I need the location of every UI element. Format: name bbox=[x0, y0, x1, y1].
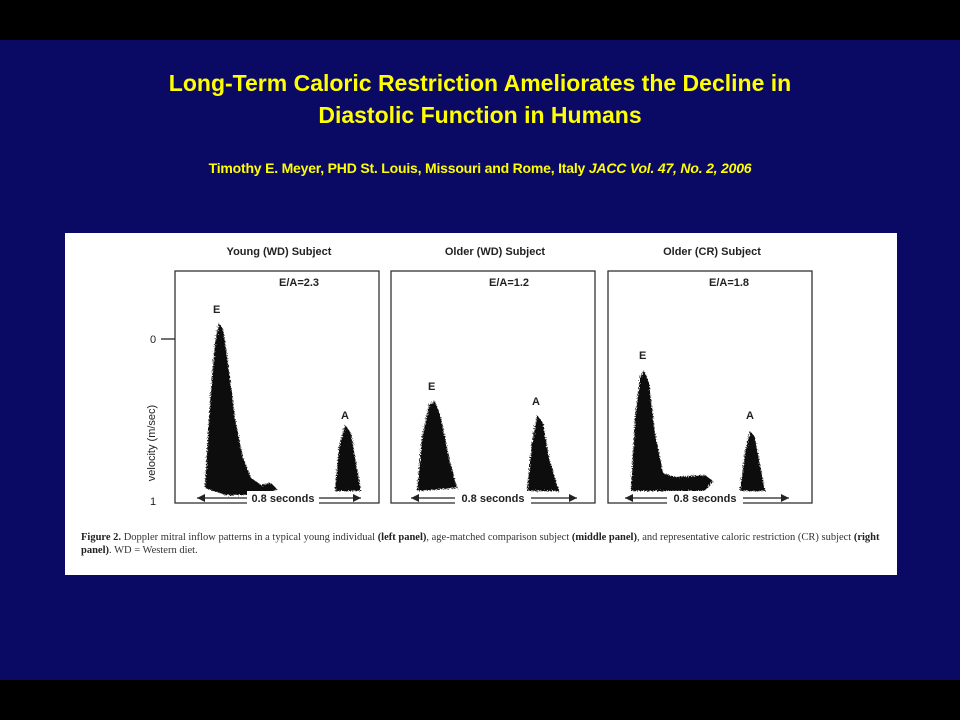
panel-1-e-wave bbox=[205, 323, 277, 495]
doppler-figure: velocity (m/sec) 0 1 Young (WD) Subject … bbox=[146, 246, 813, 508]
figure-caption: Figure 2. Doppler mitral inflow patterns… bbox=[81, 531, 881, 557]
panel-older-wd: Older (WD) Subject E/A=1.2 E A 0.8 secon… bbox=[390, 246, 596, 505]
caption-figure-label: Figure 2. bbox=[81, 532, 122, 543]
panel-2-a-wave bbox=[527, 415, 559, 491]
panel-2-arrow-right bbox=[569, 494, 577, 502]
y-tick-1: 0 bbox=[150, 334, 156, 346]
caption-part-3: , and representative caloric restriction… bbox=[636, 532, 854, 543]
panel-1-title: Young (WD) Subject bbox=[227, 246, 332, 258]
panel-2-title: Older (WD) Subject bbox=[445, 246, 546, 258]
caption-part-2: , age-matched comparison subject bbox=[426, 532, 572, 543]
caption-part-4: . WD = Western diet. bbox=[109, 545, 198, 556]
caption-part-1: Doppler mitral inflow patterns in a typi… bbox=[121, 532, 378, 543]
panel-1-duration: 0.8 seconds bbox=[252, 493, 315, 505]
panel-1-e-label: E bbox=[213, 304, 220, 316]
panel-older-cr: Older (CR) Subject E/A=1.8 E A 0.8 secon… bbox=[607, 246, 813, 505]
panel-3-arrow-right bbox=[781, 494, 789, 502]
panel-2-duration: 0.8 seconds bbox=[462, 493, 525, 505]
panel-3-e-wave bbox=[631, 370, 713, 491]
slide-title-line-2: Diastolic Function in Humans bbox=[318, 102, 642, 128]
caption-middle-panel: (middle panel) bbox=[571, 532, 637, 543]
panel-2-e-label: E bbox=[428, 381, 435, 393]
slide: Long-Term Caloric Restriction Ameliorate… bbox=[0, 40, 960, 680]
slide-title: Long-Term Caloric Restriction Ameliorate… bbox=[40, 67, 920, 131]
panel-3-e-label: E bbox=[639, 350, 646, 362]
figure-image: velocity (m/sec) 0 1 Young (WD) Subject … bbox=[65, 233, 897, 575]
panel-1-arrow-left bbox=[197, 494, 205, 502]
panel-3-a-wave bbox=[740, 431, 765, 491]
slide-title-line-1: Long-Term Caloric Restriction Ameliorate… bbox=[168, 70, 792, 96]
panel-3-a-label: A bbox=[746, 410, 754, 422]
panel-1-duration-bg bbox=[247, 491, 319, 505]
panel-young-wd: Young (WD) Subject E/A=2.3 E A 0.8 secon… bbox=[174, 246, 380, 505]
panel-3-arrow-left bbox=[625, 494, 633, 502]
panel-2-a-label: A bbox=[532, 396, 540, 408]
caption-left-panel: (left panel) bbox=[377, 532, 427, 543]
panel-2-ratio: E/A=1.2 bbox=[489, 277, 529, 289]
citation-journal: JACC Vol. 47, No. 2, 2006 bbox=[588, 160, 752, 176]
y-tick-0: 1 bbox=[150, 496, 156, 508]
panel-2-arrow-left bbox=[411, 494, 419, 502]
panel-1-arrow-right bbox=[353, 494, 361, 502]
panel-2-duration-bg bbox=[455, 491, 531, 505]
citation-authors: Timothy E. Meyer, PHD St. Louis, Missour… bbox=[208, 160, 589, 176]
citation: Timothy E. Meyer, PHD St. Louis, Missour… bbox=[40, 160, 920, 176]
panel-1-a-wave bbox=[335, 425, 361, 491]
panel-1-a-label: A bbox=[341, 410, 349, 422]
panel-3-duration: 0.8 seconds bbox=[674, 493, 737, 505]
panel-1-ratio: E/A=2.3 bbox=[279, 277, 319, 289]
panel-3-duration-bg bbox=[667, 491, 743, 505]
panel-3-ratio: E/A=1.8 bbox=[709, 277, 749, 289]
panel-2-e-wave bbox=[417, 401, 457, 491]
y-axis-label: velocity (m/sec) bbox=[146, 405, 158, 481]
caption-right-panel: (right panel) bbox=[81, 532, 880, 556]
panel-3-title: Older (CR) Subject bbox=[663, 246, 761, 258]
